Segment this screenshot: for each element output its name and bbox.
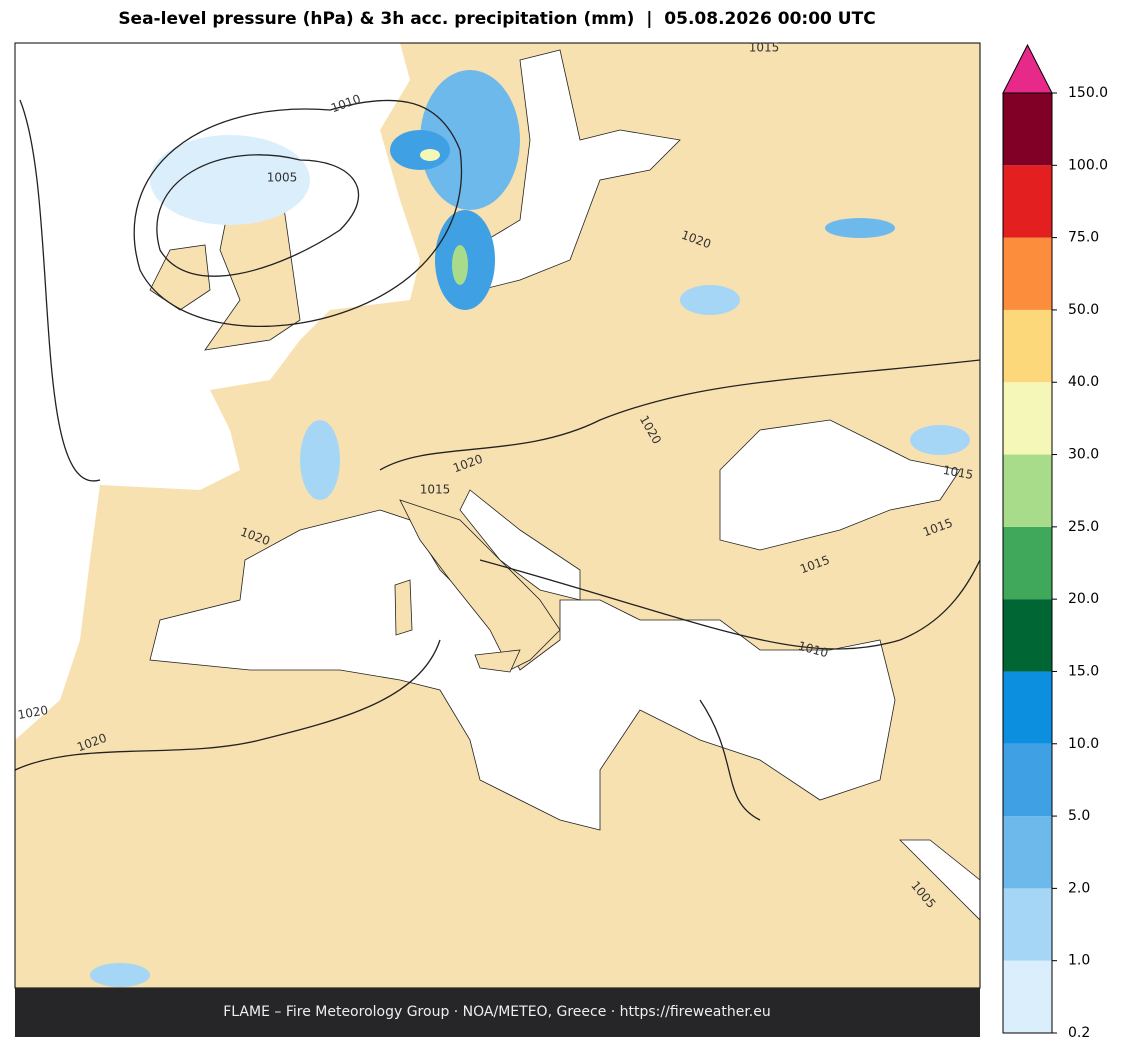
- baltic: [459, 49, 681, 291]
- colorbar-tick-label: 1.0: [1068, 953, 1090, 969]
- colorbar-tick-label: 0.2: [1068, 1025, 1090, 1041]
- colorbar: 0.2 1.0 2.0 5.0 10.0 15.0 20.0 25.0 30.0 40.0 50.0…: [1002, 43, 1108, 1041]
- colorbar-tick-label: 50.0: [1068, 302, 1099, 318]
- colorbar-tick-label: 2.0: [1068, 880, 1090, 896]
- colorbar-tick-label: 40.0: [1068, 374, 1099, 390]
- italy: [399, 499, 561, 671]
- map: [15, 43, 980, 988]
- atlantic: [15, 43, 420, 740]
- footer-bar: [15, 988, 980, 1037]
- colorbar-segment: [1003, 888, 1052, 961]
- contour-label: 1015: [942, 463, 975, 482]
- colorbar-tick-label: 100.0: [1068, 157, 1108, 173]
- colorbar-tick-label: 25.0: [1068, 519, 1099, 535]
- isobars: [15, 99, 980, 821]
- colorbar-tick-label: 30.0: [1068, 447, 1099, 463]
- colorbar-tick-label: 5.0: [1068, 808, 1090, 824]
- colorbar-tick-label: 75.0: [1068, 230, 1099, 246]
- contour-label: 1015: [749, 41, 780, 55]
- contour-label: 1005: [267, 171, 298, 185]
- sicily: [474, 649, 521, 673]
- colorbar-segment: [1003, 454, 1052, 527]
- red-sea: [899, 839, 980, 921]
- colorbar-segment: [1003, 93, 1052, 166]
- colorbar-tick-label: 15.0: [1068, 663, 1099, 679]
- colorbar-segment: [1003, 165, 1052, 238]
- colorbar-segment: [1003, 237, 1052, 310]
- colorbar-tick-label: 20.0: [1068, 591, 1099, 607]
- colorbar-extend: [1002, 43, 1053, 94]
- colorbar-tick-label: 10.0: [1068, 736, 1099, 752]
- black-sea: [719, 419, 961, 551]
- colorbar-frame: [1002, 92, 1053, 1034]
- adriatic: [459, 489, 581, 601]
- sardinia: [394, 579, 413, 636]
- colorbar-segment: [1003, 816, 1052, 889]
- colorbar-segment: [1003, 671, 1052, 744]
- contour-label: 1020: [17, 703, 50, 722]
- colorbar-segment: [1003, 960, 1052, 1033]
- colorbar-segment: [1003, 309, 1052, 383]
- footer: FLAME – Fire Meteorology Group · NOA/MET…: [223, 1004, 771, 1020]
- colorbar-segment: [1003, 382, 1052, 455]
- contour-label: 1015: [420, 483, 451, 497]
- colorbar-segment: [1003, 526, 1052, 600]
- title: Sea-level pressure (hPa) & 3h acc. preci…: [118, 9, 875, 29]
- colorbar-segment: [1003, 743, 1052, 817]
- precipitation: [90, 70, 970, 987]
- colorbar-segment: [1003, 599, 1052, 672]
- colorbar-tick-label: 150.0: [1068, 85, 1108, 101]
